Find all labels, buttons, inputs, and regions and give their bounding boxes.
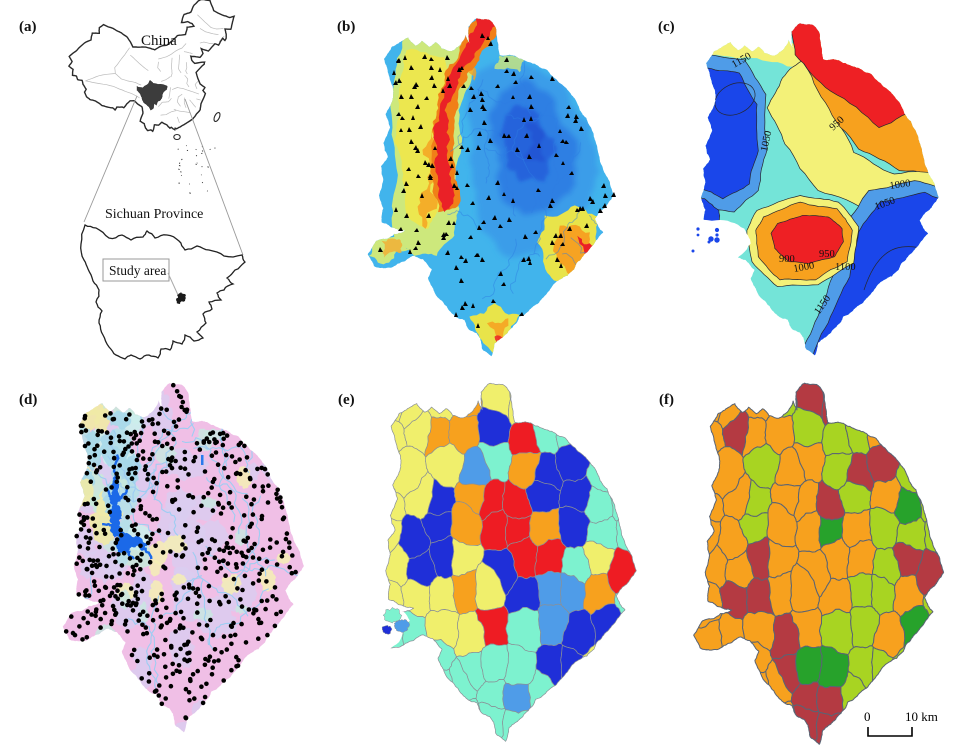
svg-text:1050: 1050	[759, 130, 774, 153]
svg-text:1000: 1000	[889, 178, 911, 192]
svg-text:Sichuan Province: Sichuan Province	[105, 207, 203, 222]
svg-text:China: China	[141, 33, 177, 49]
svg-text:Study area: Study area	[109, 263, 166, 278]
svg-text:900: 900	[779, 254, 795, 265]
svg-text:950: 950	[819, 249, 835, 260]
svg-text:0: 0	[864, 709, 871, 724]
svg-text:10 km: 10 km	[905, 709, 938, 724]
svg-text:1100: 1100	[835, 262, 856, 273]
svg-text:1000: 1000	[793, 260, 816, 274]
